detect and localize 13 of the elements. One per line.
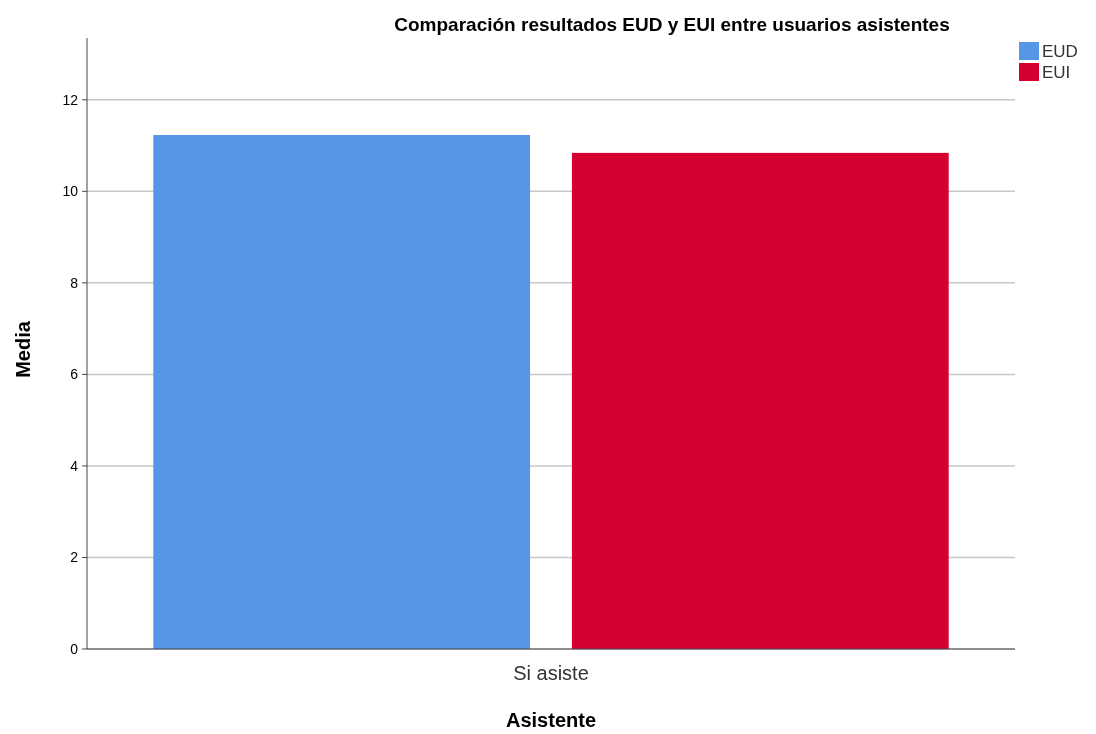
x-axis-title: Asistente <box>505 709 597 731</box>
y-tick-label: 8 <box>70 274 79 291</box>
legend-label: EUD <box>1042 41 1078 61</box>
x-tick-label: Si asiste <box>513 662 589 684</box>
y-tick-label: 10 <box>62 183 79 200</box>
y-tick-label: 0 <box>70 640 79 657</box>
legend-label: EUI <box>1042 62 1071 82</box>
chart-title: Comparación resultados EUD y EUI entre usuarios asistentes <box>394 14 950 35</box>
y-tick-label: 4 <box>70 457 79 474</box>
y-axis-title: Media <box>12 320 34 378</box>
y-tick-label: 12 <box>62 91 79 108</box>
y-tick-label: 2 <box>70 549 79 566</box>
y-tick-label: 6 <box>70 366 79 383</box>
